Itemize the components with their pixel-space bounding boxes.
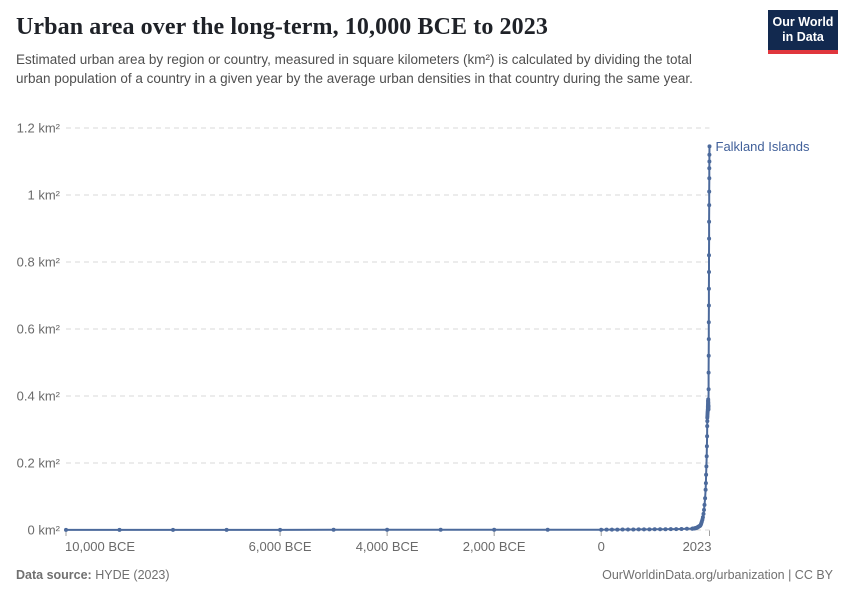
page-title: Urban area over the long-term, 10,000 BC… xyxy=(16,14,548,40)
data-point[interactable] xyxy=(706,337,711,342)
x-axis-tick-label: 2,000 BCE xyxy=(463,539,526,554)
data-point[interactable] xyxy=(658,527,663,532)
data-point[interactable] xyxy=(701,511,706,516)
x-axis-tick-label: 2023 xyxy=(683,539,712,554)
data-point[interactable] xyxy=(702,502,707,507)
data-point[interactable] xyxy=(706,303,711,308)
data-point[interactable] xyxy=(705,424,710,429)
data-point[interactable] xyxy=(599,527,604,532)
owid-logo-text-line1: Our World xyxy=(772,15,834,29)
data-point[interactable] xyxy=(642,527,646,532)
data-point[interactable] xyxy=(704,454,709,459)
data-point[interactable] xyxy=(117,527,122,532)
data-point[interactable] xyxy=(707,219,712,224)
attribution-link[interactable]: OurWorldinData.org/urbanization | CC BY xyxy=(602,568,833,582)
data-source-label: Data source: xyxy=(16,568,92,582)
data-point[interactable] xyxy=(704,472,709,477)
data-point[interactable] xyxy=(705,419,710,424)
data-point[interactable] xyxy=(706,286,711,291)
data-point[interactable] xyxy=(706,404,711,409)
data-point[interactable] xyxy=(224,527,229,532)
data-point[interactable] xyxy=(663,527,668,532)
data-point[interactable] xyxy=(652,527,657,532)
data-point[interactable] xyxy=(171,527,175,532)
data-point[interactable] xyxy=(609,527,614,532)
data-point[interactable] xyxy=(438,527,443,532)
y-axis-tick-label: 0 km² xyxy=(28,523,61,538)
owid-logo[interactable]: Our World in Data xyxy=(768,10,838,54)
data-point[interactable] xyxy=(704,444,709,449)
data-point[interactable] xyxy=(706,387,711,392)
data-point[interactable] xyxy=(706,353,711,358)
y-axis-tick-label: 0.2 km² xyxy=(17,456,61,471)
data-point[interactable] xyxy=(626,527,630,532)
data-point[interactable] xyxy=(684,526,689,531)
data-point[interactable] xyxy=(707,203,712,208)
data-point[interactable] xyxy=(703,487,708,492)
data-point[interactable] xyxy=(674,527,679,532)
chart-subtitle: Estimated urban area by region or countr… xyxy=(16,52,693,86)
data-point[interactable] xyxy=(707,176,712,181)
y-axis-tick-label: 1.2 km² xyxy=(17,121,61,136)
x-axis-tick-label: 6,000 BCE xyxy=(249,539,312,554)
series-line[interactable] xyxy=(65,145,711,531)
data-point[interactable] xyxy=(702,507,706,512)
y-axis-tick-label: 1 km² xyxy=(28,188,61,203)
data-point[interactable] xyxy=(331,527,336,532)
x-axis-tick-label: 0 xyxy=(598,539,605,554)
data-point[interactable] xyxy=(706,320,711,325)
data-point[interactable] xyxy=(707,253,711,258)
data-point[interactable] xyxy=(278,527,283,532)
data-point[interactable] xyxy=(668,527,673,532)
data-point[interactable] xyxy=(707,159,712,164)
data-point[interactable] xyxy=(706,407,711,412)
data-point[interactable] xyxy=(707,270,711,274)
data-point[interactable] xyxy=(707,166,712,171)
data-source-note[interactable]: Data source: HYDE (2023) xyxy=(16,568,170,582)
data-source-value: HYDE (2023) xyxy=(91,568,170,582)
data-point[interactable] xyxy=(704,464,709,469)
data-point[interactable] xyxy=(700,515,705,520)
data-point[interactable] xyxy=(492,527,497,532)
entity-label[interactable]: Falkland Islands xyxy=(716,139,810,154)
data-point[interactable] xyxy=(631,527,636,532)
data-point[interactable] xyxy=(707,189,712,194)
x-axis-tick-label: 10,000 BCE xyxy=(65,539,135,554)
chart-footer: Data source: HYDE (2023) OurWorldinData.… xyxy=(16,568,833,582)
y-axis-tick-label: 0.8 km² xyxy=(17,255,61,270)
data-point[interactable] xyxy=(707,144,712,149)
data-point[interactable] xyxy=(385,527,390,532)
data-point[interactable] xyxy=(620,527,625,532)
data-point[interactable] xyxy=(647,527,652,532)
data-point[interactable] xyxy=(679,527,684,531)
data-point[interactable] xyxy=(707,152,712,157)
y-axis-tick-label: 0.6 km² xyxy=(17,322,61,337)
data-point[interactable] xyxy=(707,236,712,241)
data-point[interactable] xyxy=(545,527,550,532)
data-point[interactable] xyxy=(703,496,708,501)
data-point[interactable] xyxy=(604,527,609,532)
data-point[interactable] xyxy=(705,434,710,439)
y-axis-tick-label: 0.4 km² xyxy=(17,389,61,404)
data-point[interactable] xyxy=(636,527,641,532)
data-point[interactable] xyxy=(615,527,620,532)
data-point[interactable] xyxy=(706,370,711,375)
x-axis-tick-label: 4,000 BCE xyxy=(356,539,419,554)
data-point[interactable] xyxy=(64,527,68,532)
data-point[interactable] xyxy=(703,481,708,486)
owid-logo-text-line2: in Data xyxy=(782,30,824,45)
